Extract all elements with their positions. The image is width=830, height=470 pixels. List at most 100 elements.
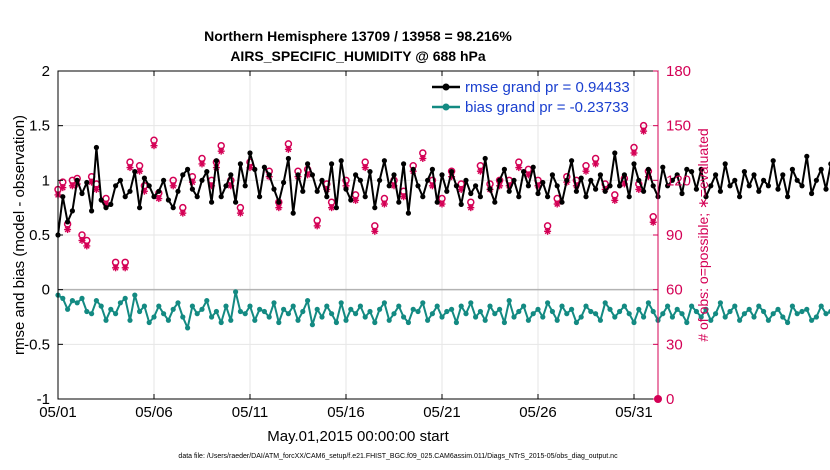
y-tick-label: 0	[42, 282, 50, 299]
rmse-point	[453, 183, 459, 189]
obs-evaluated-marker	[635, 185, 643, 193]
bias-point	[732, 303, 738, 309]
obs-evaluated-marker	[169, 182, 177, 190]
bias-point	[60, 295, 66, 301]
bias-point	[165, 317, 171, 323]
rmse-point	[549, 172, 556, 178]
bias-point	[199, 306, 205, 312]
obs-evaluated-marker	[217, 147, 225, 155]
rmse-point	[151, 194, 157, 200]
bias-point	[122, 295, 128, 301]
rmse-point	[252, 166, 258, 172]
rmse-point	[189, 186, 195, 192]
bias-point	[650, 308, 656, 315]
bias-point	[386, 317, 392, 323]
bias-point	[204, 298, 210, 304]
bias-point	[559, 303, 565, 309]
bias-point	[641, 314, 647, 320]
bias-point	[348, 306, 354, 312]
y2-tick-label: 150	[666, 118, 691, 135]
y2-tick-label: 60	[666, 282, 683, 299]
rmse-point	[213, 158, 219, 164]
rmse-point	[775, 186, 781, 192]
rmse-series	[55, 144, 830, 238]
rmse-point	[804, 153, 810, 159]
bias-point	[381, 300, 387, 306]
bias-point	[261, 308, 267, 315]
rmse-point	[420, 194, 426, 200]
rmse-point	[276, 199, 282, 205]
rmse-point	[132, 169, 138, 175]
bias-point	[271, 300, 277, 306]
bias-point	[300, 308, 306, 315]
rmse-point	[429, 166, 435, 172]
rmse-point	[175, 188, 181, 194]
obs-evaluated-marker	[361, 164, 369, 172]
rmse-point	[329, 161, 335, 167]
x-tick-label: 05/26	[519, 404, 557, 421]
bias-point	[233, 289, 239, 295]
rmse-point	[285, 155, 291, 162]
bias-point	[425, 317, 431, 323]
bias-point	[751, 314, 757, 320]
rmse-point	[93, 144, 99, 151]
obs-evaluated-marker	[419, 154, 427, 162]
bias-point	[170, 306, 176, 312]
rmse-point	[300, 188, 306, 194]
obs-evaluated-marker	[438, 200, 446, 208]
bias-point	[756, 303, 762, 309]
rmse-point	[641, 188, 647, 194]
bias-point	[482, 317, 488, 323]
bias-point	[333, 319, 339, 326]
bias-point	[151, 314, 157, 320]
obs-evaluated-marker	[150, 142, 158, 150]
bias-point	[458, 303, 464, 309]
rmse-point	[789, 166, 796, 172]
bias-point	[554, 317, 560, 323]
bias-point	[588, 308, 594, 315]
bias-point	[645, 300, 652, 306]
rmse-point	[127, 188, 133, 194]
bias-point	[74, 300, 80, 306]
rmse-point	[309, 172, 315, 178]
bias-point	[257, 306, 263, 312]
bias-point	[137, 308, 143, 315]
bias-point	[669, 314, 676, 320]
x-tick-label: 05/31	[615, 404, 653, 421]
rmse-point	[237, 161, 243, 167]
rmse-point	[281, 179, 287, 186]
bias-point	[818, 303, 824, 309]
rmse-point	[631, 161, 637, 167]
rmse-point	[799, 183, 805, 189]
bias-point	[703, 306, 709, 312]
bias-point	[357, 303, 363, 309]
rmse-point	[137, 205, 143, 211]
bias-point	[775, 306, 781, 312]
obs-evaluated-marker	[236, 209, 244, 217]
bias-point	[636, 306, 642, 312]
rmse-point	[578, 175, 584, 181]
bias-point	[785, 319, 791, 326]
rmse-point	[530, 164, 536, 170]
bias-point	[420, 300, 426, 306]
bias-point	[281, 306, 287, 312]
bias-point	[540, 314, 546, 320]
rmse-point	[607, 183, 613, 189]
rmse-point	[554, 183, 560, 189]
obs-evaluated-marker	[112, 264, 120, 272]
bias-point	[194, 311, 200, 317]
obs-evaluated-marker	[544, 227, 552, 235]
bias-point	[569, 306, 575, 312]
bias-point	[689, 303, 695, 309]
bias-point	[89, 311, 95, 317]
rmse-point	[113, 183, 119, 189]
bias-point	[463, 311, 469, 317]
bias-point	[631, 319, 637, 326]
rmse-point	[69, 208, 75, 214]
bias-point	[237, 308, 243, 315]
legend-rmse-label: rmse grand pr = 0.94433	[465, 79, 630, 96]
bias-point	[780, 314, 786, 320]
data-file-footnote: data file: /Users/raeder/DAI/ATM_forcXX/…	[178, 453, 618, 460]
y2-axis-label: # of obs: o=possible; ∗=evaluated	[695, 128, 711, 341]
bias-point	[69, 298, 75, 304]
